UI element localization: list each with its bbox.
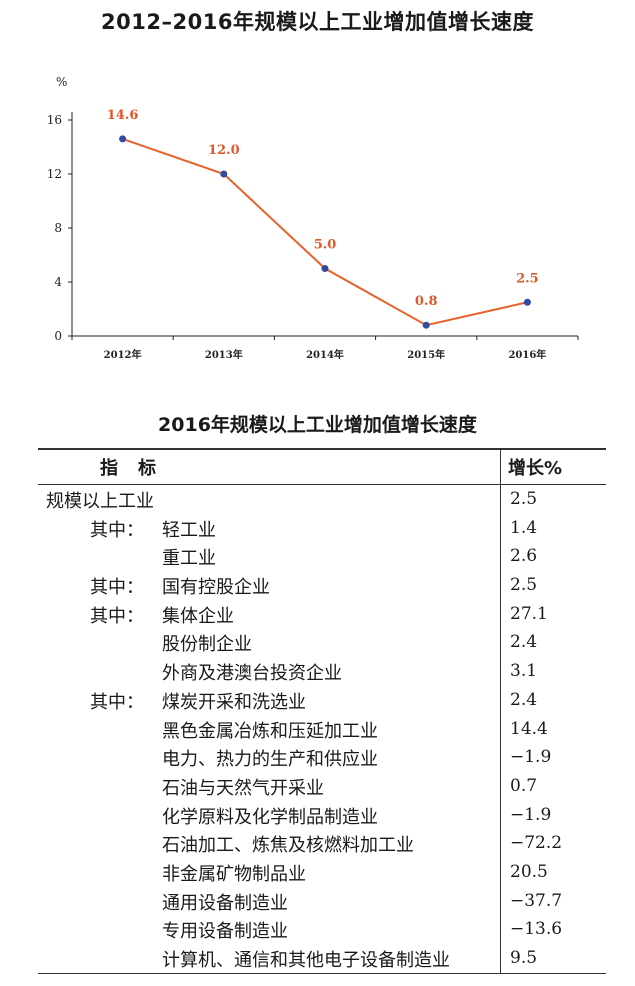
table-row: 规模以上工业 2.5 <box>38 485 606 514</box>
row-prefix: 其中： <box>90 577 144 599</box>
row-indicator: 外商及港澳台投资企业 <box>162 663 342 685</box>
y-axis-unit: % <box>56 75 67 89</box>
row-indicator: 非金属矿物制品业 <box>162 863 306 885</box>
row-value: 1.4 <box>510 517 538 538</box>
y-tick-label: 4 <box>54 275 62 289</box>
row-value: −72.2 <box>510 833 563 854</box>
row-indicator: 电力、热力的生产和供应业 <box>162 749 378 771</box>
row-indicator: 通用设备制造业 <box>162 892 288 914</box>
row-prefix: 其中： <box>90 605 144 627</box>
data-point <box>220 170 228 178</box>
table-body: 规模以上工业 2.5 其中： 轻工业 1.4 重工业 2.6 其中： 国有控股企业 2.5 其中： 集… <box>38 485 606 974</box>
series-line <box>122 137 528 327</box>
row-indicator: 规模以上工业 <box>46 491 154 512</box>
row-indicator: 国有控股企业 <box>162 577 270 599</box>
row-value: 3.1 <box>510 661 538 682</box>
data-point <box>523 298 531 306</box>
table-row: 石油与天然气开采业 0.7 <box>38 772 606 801</box>
y-tick-label: 16 <box>47 113 62 127</box>
row-value: −1.9 <box>510 747 552 768</box>
table-row: 股份制企业 2.4 <box>38 628 606 657</box>
table-row: 专用设备制造业 −13.6 <box>38 915 606 944</box>
row-prefix: 其中： <box>90 691 144 713</box>
column-divider <box>500 450 501 484</box>
table-title: 2016年规模以上工业增加值增长速度 <box>158 414 477 436</box>
x-tick-label: 2012年 <box>104 348 142 361</box>
row-value: −13.6 <box>510 919 563 940</box>
row-value: 2.4 <box>510 689 538 710</box>
table-row: 其中： 煤炭开采和洗选业 2.4 <box>38 686 606 715</box>
row-value: −1.9 <box>510 804 552 825</box>
table-row: 电力、热力的生产和供应业 −1.9 <box>38 743 606 772</box>
data-point <box>422 321 430 329</box>
row-indicator: 专用设备制造业 <box>162 921 288 943</box>
row-indicator: 煤炭开采和洗选业 <box>162 691 306 713</box>
row-indicator: 石油与天然气开采业 <box>162 777 324 799</box>
row-indicator: 计算机、通信和其他电子设备制造业 <box>162 950 450 971</box>
row-value: 14.4 <box>510 718 548 739</box>
row-value: 27.1 <box>510 603 548 624</box>
row-indicator: 集体企业 <box>162 605 234 627</box>
row-value: 2.6 <box>510 546 538 567</box>
header-indicator: 指标 <box>100 458 176 479</box>
chart-axes: % 0 4 8 12 16 2012年 2013年 2014年 2015年 2016年 <box>47 75 579 361</box>
table-row: 其中： 集体企业 27.1 <box>38 600 606 629</box>
table-row: 石油加工、炼焦及核燃料加工业 −72.2 <box>38 829 606 858</box>
row-indicator: 石油加工、炼焦及核燃料加工业 <box>162 835 414 857</box>
chart-title: 2012–2016年规模以上工业增加值增长速度 <box>101 10 534 34</box>
row-value: 0.7 <box>510 775 538 796</box>
row-prefix: 其中： <box>90 519 144 541</box>
y-tick-label: 8 <box>54 221 62 235</box>
table-row: 重工业 2.6 <box>38 542 606 571</box>
data-label: 14.6 <box>107 108 139 123</box>
table-row: 黑色金属冶炼和压延加工业 14.4 <box>38 715 606 744</box>
table-header: 指标 增长% <box>38 448 606 485</box>
row-value: 2.4 <box>510 632 538 653</box>
table-row: 外商及港澳台投资企业 3.1 <box>38 657 606 686</box>
data-label: 12.0 <box>208 143 240 158</box>
table-row: 通用设备制造业 −37.7 <box>38 887 606 916</box>
row-indicator: 重工业 <box>162 548 216 570</box>
row-value: 2.5 <box>510 575 538 596</box>
row-value: 20.5 <box>510 861 548 882</box>
y-tick-label: 0 <box>54 329 62 343</box>
y-tick-label: 12 <box>47 167 62 181</box>
row-indicator: 黑色金属冶炼和压延加工业 <box>162 720 378 742</box>
row-indicator: 轻工业 <box>162 519 216 541</box>
header-value: 增长% <box>508 458 563 479</box>
table-row: 其中： 国有控股企业 2.5 <box>38 571 606 600</box>
data-label: 5.0 <box>314 238 337 253</box>
row-indicator: 股份制企业 <box>162 634 252 656</box>
row-value: 2.5 <box>510 489 538 509</box>
row-indicator: 化学原料及化学制品制造业 <box>162 806 378 828</box>
chart-marks: 14.6 12.0 5.0 0.8 2.5 <box>107 108 539 329</box>
row-value: −37.7 <box>510 890 563 911</box>
table-row: 计算机、通信和其他电子设备制造业 9.5 <box>38 944 606 973</box>
table-row: 其中： 轻工业 1.4 <box>38 514 606 543</box>
column-divider <box>500 485 501 973</box>
data-label: 0.8 <box>415 294 438 309</box>
table-row: 非金属矿物制品业 20.5 <box>38 858 606 887</box>
data-label: 2.5 <box>516 271 539 286</box>
row-value: 9.5 <box>510 948 538 968</box>
x-tick-label: 2014年 <box>306 348 344 361</box>
table-row: 化学原料及化学制品制造业 −1.9 <box>38 801 606 830</box>
data-point <box>119 135 127 143</box>
data-point <box>321 265 329 272</box>
x-tick-label: 2013年 <box>205 348 243 361</box>
x-tick-label: 2016年 <box>508 348 546 361</box>
x-tick-label: 2015年 <box>407 348 445 361</box>
line-chart: % 0 4 8 12 16 2012年 2013年 2014年 2015年 2016年 14.6 12… <box>47 75 579 361</box>
growth-table: 指标 增长% 规模以上工业 2.5 其中： 轻工业 1.4 重工业 2.6 其中： 国有控股企业… <box>38 448 606 974</box>
